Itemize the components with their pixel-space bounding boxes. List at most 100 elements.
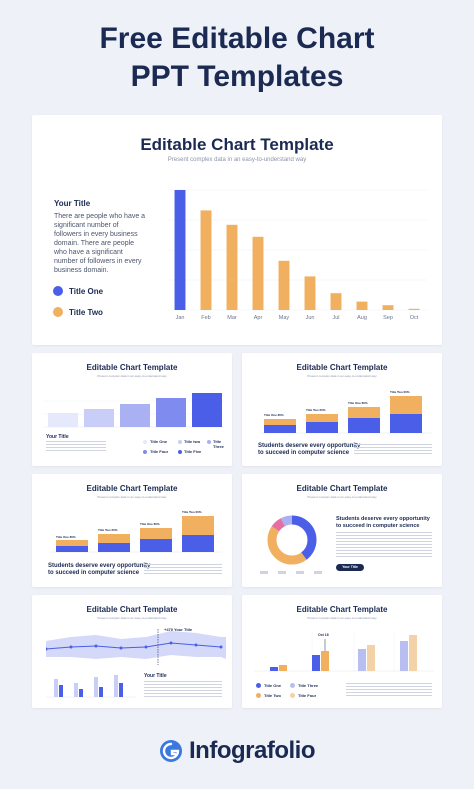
- bar-jun: [304, 276, 316, 310]
- t1-bar: [192, 393, 222, 427]
- t1-legend-5: Title Five: [184, 449, 202, 454]
- t5-text: [144, 681, 222, 697]
- t3-bar-label: Title One 80%: [56, 535, 76, 539]
- t6-bar: [312, 655, 320, 671]
- t1-legend-1: Title One: [150, 439, 168, 444]
- bar-may: [278, 260, 290, 310]
- t4-legend: [260, 571, 332, 574]
- tick-label-jul: Jul: [332, 315, 339, 321]
- thumb-4-title: Editable Chart Template: [296, 484, 388, 493]
- thumb-2-chart: [260, 396, 432, 434]
- t1-legend-dot: [207, 440, 211, 444]
- t4-your-title-button[interactable]: Your Title: [336, 564, 364, 571]
- t2-bar-blue: [306, 422, 338, 433]
- t6-bar: [400, 641, 408, 671]
- t2-bar-label: Title One 80%: [264, 413, 284, 417]
- thumb-3-title: Editable Chart Template: [86, 484, 178, 493]
- t6-legend-1: Title One: [264, 683, 282, 688]
- main-slide-subtitle: Present complex data in an easy-to-under…: [167, 157, 307, 163]
- t5-bar: [74, 683, 78, 697]
- tick-label-apr: Apr: [254, 315, 263, 321]
- t5-callout: +470 Your Title: [164, 627, 193, 632]
- main-bar-chart: Jan Feb Mar Apr May Jun Jul Aug Sep Oct: [167, 189, 427, 321]
- page-title: Free Editable Chart PPT Templates: [0, 20, 474, 96]
- bar-mar: [226, 224, 238, 310]
- thumb-2-title: Editable Chart Template: [296, 363, 388, 372]
- thumb-5[interactable]: Editable Chart Template Present complex …: [32, 595, 232, 708]
- thumb-2[interactable]: Editable Chart Template Present complex …: [242, 353, 442, 466]
- legend-dot-blue: [53, 286, 63, 296]
- bar-sep: [382, 305, 394, 310]
- thumb-1-subtitle: Present complex data in an easy-to-under…: [97, 374, 167, 378]
- t4-text: [336, 532, 432, 558]
- t6-bar: [367, 645, 375, 671]
- t1-legend-dot: [143, 440, 147, 444]
- t2-text: [354, 444, 432, 456]
- t5-bar: [59, 685, 63, 697]
- t5-point: [119, 646, 123, 650]
- t1-bar: [156, 398, 186, 427]
- thumb-2-subtitle: Present complex data in an easy-to-under…: [307, 374, 377, 378]
- t2-bar-orange: [264, 419, 296, 425]
- t6-legend-dot: [256, 683, 261, 688]
- thumb-1[interactable]: Editable Chart Template Present complex …: [32, 353, 232, 466]
- thumb-4[interactable]: Editable Chart Template Present complex …: [242, 474, 442, 587]
- tick-label-sep: Sep: [383, 315, 393, 321]
- thumb-1-side-title: Your Title: [46, 434, 69, 440]
- t3-bar-orange: [182, 516, 214, 535]
- t3-bar-orange: [140, 528, 172, 539]
- main-side-title: Your Title: [54, 199, 91, 208]
- main-slide[interactable]: Editable Chart Template Present complex …: [32, 115, 442, 345]
- t2-bar-blue: [390, 414, 422, 433]
- t1-bar: [120, 404, 150, 427]
- t6-legend-2: Title Two: [264, 693, 281, 698]
- tick-label-aug: Aug: [357, 315, 367, 321]
- thumb-1-text: [46, 441, 106, 453]
- tick-label-jan: Jan: [176, 315, 185, 321]
- t6-bar: [409, 635, 417, 671]
- t2-bar-blue: [348, 418, 380, 433]
- brand[interactable]: Infografolio: [0, 735, 474, 767]
- thumb-3[interactable]: Editable Chart Template Present complex …: [32, 474, 232, 587]
- t3-bar-blue: [98, 543, 130, 552]
- t4-donut-slice: [267, 515, 317, 565]
- t3-bar-label: Title One 80%: [140, 522, 160, 526]
- t3-bar-blue: [140, 539, 172, 552]
- legend-label-one: Title One: [69, 287, 104, 296]
- thumb-5-title: Editable Chart Template: [86, 605, 178, 614]
- page-title-line2: PPT Templates: [130, 60, 344, 93]
- t2-heading-line2: to succeed in computer science: [258, 450, 350, 456]
- t6-legend-4: Title Four: [298, 693, 317, 698]
- t5-bar: [99, 687, 103, 697]
- t6-legend-dot: [290, 683, 295, 688]
- t6-legend-3: Title Three: [298, 683, 319, 688]
- t1-legend-4: Title Four: [150, 449, 169, 454]
- t5-point: [69, 645, 73, 649]
- t6-text: [346, 683, 432, 697]
- t5-bar: [54, 679, 58, 697]
- legend-dot-orange: [53, 307, 63, 317]
- thumb-1-chart: [44, 393, 224, 428]
- t6-callout: Oct 16: [318, 633, 329, 637]
- t3-bar-blue: [56, 546, 88, 552]
- t6-bar: [358, 649, 366, 671]
- t5-band: [46, 631, 226, 659]
- bar-jan: [174, 190, 186, 310]
- t5-bar: [114, 675, 118, 697]
- bar-jul: [330, 293, 342, 310]
- thumb-6[interactable]: Editable Chart Template Present complex …: [242, 595, 442, 708]
- t3-heading-line1: Students deserve every opportunity: [48, 563, 151, 569]
- t2-bar-label: Title Two 60%: [306, 408, 326, 412]
- tick-label-mar: Mar: [227, 315, 237, 321]
- t5-side-title: Your Title: [144, 673, 167, 679]
- infografolio-logo-icon: [160, 740, 182, 762]
- t5-line: [46, 642, 222, 650]
- thumb-4-subtitle: Present complex data in an easy-to-under…: [307, 495, 377, 499]
- t6-legend-dot: [256, 693, 261, 698]
- main-slide-title: Editable Chart Template: [140, 135, 334, 154]
- t5-point: [144, 645, 148, 649]
- tick-label-may: May: [279, 315, 290, 321]
- tick-label-jun: Jun: [306, 315, 315, 321]
- t6-bar: [321, 651, 329, 671]
- t1-legend-dot: [143, 450, 147, 454]
